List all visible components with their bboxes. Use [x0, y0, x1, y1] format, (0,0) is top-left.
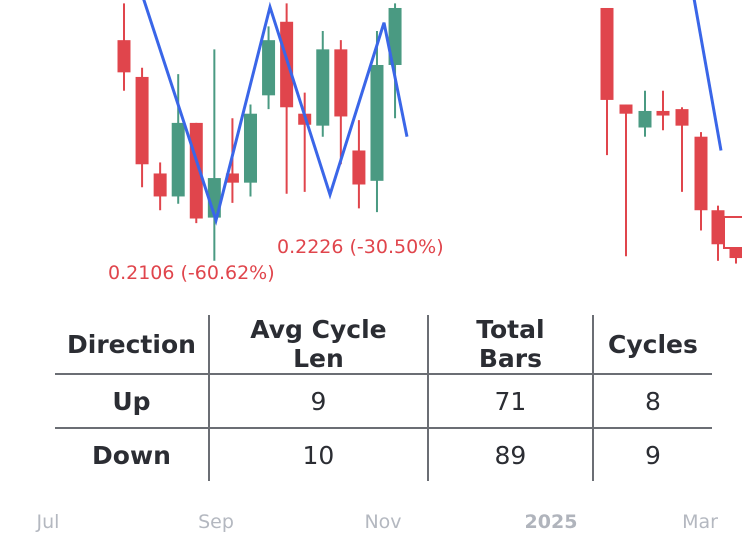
- candle: [352, 120, 366, 209]
- candle: [656, 90, 670, 131]
- candle-body: [619, 104, 633, 114]
- header-total-bars: Total Bars: [427, 315, 594, 375]
- cell-avg-cycle-len: 9: [208, 374, 429, 429]
- candle-body: [675, 109, 689, 126]
- candle-body: [171, 122, 185, 197]
- candle: [638, 90, 652, 137]
- x-tick-jul: Jul: [36, 511, 60, 533]
- candle-body: [729, 247, 742, 259]
- candle-body: [388, 7, 402, 65]
- candle: [298, 92, 312, 192]
- candle: [243, 104, 257, 197]
- header-direction: Direction: [55, 315, 210, 375]
- table-header-row: Direction Avg Cycle Len Total Bars Cycle…: [55, 315, 712, 375]
- candle: [117, 3, 131, 91]
- candle-body: [694, 136, 708, 211]
- candle: [153, 162, 167, 211]
- header-avg-cycle-len: Avg Cycle Len: [208, 315, 429, 375]
- candle-body: [370, 64, 384, 181]
- x-tick-mar: Mar: [682, 511, 718, 533]
- table-row: Up 9 71 8: [55, 374, 712, 429]
- zigzag-line-right: [692, 0, 723, 151]
- candle: [262, 26, 276, 110]
- candle-body: [225, 173, 239, 183]
- candle: [207, 49, 221, 261]
- x-tick-nov: Nov: [364, 511, 401, 533]
- candle: [135, 67, 149, 188]
- candle-body: [711, 210, 725, 245]
- candle-body: [352, 150, 366, 185]
- price-marker-box: [723, 216, 742, 249]
- candle-body: [280, 21, 294, 108]
- candle-body: [262, 40, 276, 96]
- candle: [316, 30, 330, 137]
- row-direction-up: Up: [55, 374, 210, 429]
- candle: [370, 30, 384, 213]
- candle: [675, 107, 689, 192]
- candle-body: [638, 110, 652, 128]
- candle: [280, 3, 294, 194]
- row-direction-down: Down: [55, 428, 210, 481]
- swing-label-1: 0.2226 (-30.50%): [277, 236, 444, 258]
- candle-body: [600, 7, 614, 100]
- candles-layer: [117, 3, 742, 264]
- header-cycles: Cycles: [592, 315, 712, 375]
- candle: [334, 40, 348, 165]
- candle-body: [153, 173, 167, 197]
- x-tick-sep: Sep: [198, 511, 234, 533]
- candle-body: [243, 113, 257, 183]
- candle: [388, 3, 402, 119]
- cell-cycles: 9: [644, 440, 661, 470]
- candle-body: [117, 40, 131, 73]
- swing-label-2: 0.2106 (-60.62%): [108, 262, 275, 284]
- cell-total-bars: 89: [427, 428, 594, 481]
- x-tick-2025: 2025: [525, 511, 578, 533]
- table-row: Down 10 89 9: [55, 428, 712, 481]
- candle-body: [656, 110, 670, 116]
- candle: [600, 7, 614, 156]
- cell-avg-cycle-len: 10: [208, 428, 429, 481]
- candle: [711, 205, 725, 261]
- zigzag-line: [142, 0, 409, 226]
- candle-body: [334, 49, 348, 117]
- cycle-stats-table: Direction Avg Cycle Len Total Bars Cycle…: [55, 315, 712, 481]
- candle: [694, 132, 708, 231]
- candle: [619, 104, 633, 257]
- candle: [171, 74, 185, 204]
- candle-body: [135, 76, 149, 165]
- cell-cycles: 8: [592, 374, 712, 429]
- cell-total-bars: 71: [427, 374, 594, 429]
- candle-body: [316, 49, 330, 126]
